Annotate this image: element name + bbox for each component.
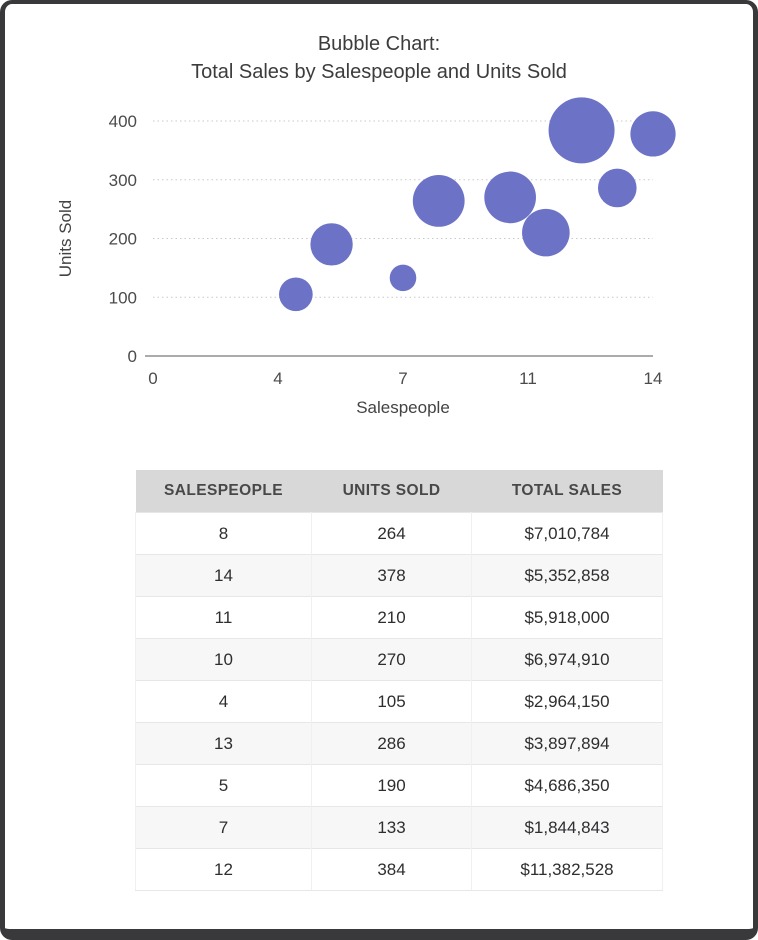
table-row: 10 270 $6,974,910 bbox=[135, 638, 663, 681]
table-cell: $5,918,000 bbox=[471, 596, 663, 639]
table-cell: 190 bbox=[311, 764, 472, 807]
table-cell: 105 bbox=[311, 680, 472, 723]
table-header-row: SALESPEOPLE UNITS SOLD TOTAL SALES bbox=[135, 470, 663, 513]
header-total-sales: TOTAL SALES bbox=[471, 470, 663, 513]
table-cell: 14 bbox=[135, 554, 312, 597]
table-row: 14 378 $5,352,858 bbox=[135, 554, 663, 597]
sales-data-table: SALESPEOPLE UNITS SOLD TOTAL SALES 8 264 $… bbox=[135, 470, 663, 891]
bubble-point bbox=[412, 175, 465, 227]
table-cell: $5,352,858 bbox=[471, 554, 663, 597]
table-cell: $11,382,528 bbox=[471, 848, 663, 891]
table-row: 11 210 $5,918,000 bbox=[135, 596, 663, 639]
table-cell: $3,897,894 bbox=[471, 722, 663, 765]
table-cell: 7 bbox=[135, 806, 312, 849]
y-tick-label: 200 bbox=[109, 230, 137, 249]
header-salespeople: SALESPEOPLE bbox=[135, 470, 312, 513]
y-tick-label: 300 bbox=[109, 171, 137, 190]
table-cell: 12 bbox=[135, 848, 312, 891]
chart-title-line2: Total Sales by Salespeople and Units Sol… bbox=[191, 61, 567, 83]
chart-title: Bubble Chart: Total Sales by Salespeople… bbox=[5, 30, 753, 86]
bubble-point bbox=[310, 223, 353, 266]
bubble-point bbox=[279, 277, 313, 312]
table-row: 4 105 $2,964,150 bbox=[135, 680, 663, 723]
table-row: 12 384 $11,382,528 bbox=[135, 848, 663, 891]
table-row: 5 190 $4,686,350 bbox=[135, 764, 663, 807]
table-cell: 13 bbox=[135, 722, 312, 765]
table-cell: 210 bbox=[311, 596, 472, 639]
table-cell: 264 bbox=[311, 512, 472, 555]
y-axis-title: Units Sold bbox=[56, 200, 75, 277]
table-cell: 133 bbox=[311, 806, 472, 849]
table-cell: $2,964,150 bbox=[471, 680, 663, 723]
bubble-point bbox=[522, 208, 570, 257]
table-cell: 4 bbox=[135, 680, 312, 723]
x-axis-title: Salespeople bbox=[356, 398, 450, 417]
x-tick-label: 0 bbox=[148, 369, 157, 388]
table-cell: 8 bbox=[135, 512, 312, 555]
table-cell: 10 bbox=[135, 638, 312, 681]
table-row: 7 133 $1,844,843 bbox=[135, 806, 663, 849]
x-tick-label: 11 bbox=[519, 369, 537, 388]
header-units-sold: UNITS SOLD bbox=[311, 470, 472, 513]
x-tick-label: 4 bbox=[273, 369, 282, 388]
bubble-chart-plot: 0 100 200 300 400 0 4 7 11 14 Units Sold Salespeopl… bbox=[56, 97, 676, 417]
y-tick-label: 100 bbox=[109, 288, 137, 307]
table-cell: 5 bbox=[135, 764, 312, 807]
x-tick-label: 7 bbox=[398, 369, 407, 388]
y-tick-label: 0 bbox=[128, 347, 137, 366]
table-cell: 384 bbox=[311, 848, 472, 891]
bubble-point bbox=[548, 97, 615, 164]
chart-title-line1: Bubble Chart: bbox=[317, 33, 441, 55]
table-cell: 270 bbox=[311, 638, 472, 681]
table-cell: 11 bbox=[135, 596, 312, 639]
table-cell: $6,974,910 bbox=[471, 638, 663, 681]
table-cell: $7,010,784 bbox=[471, 512, 663, 555]
table-row: 13 286 $3,897,894 bbox=[135, 722, 663, 765]
bubble-point bbox=[484, 171, 536, 224]
y-tick-label: 400 bbox=[109, 112, 137, 131]
bubble-point bbox=[630, 111, 676, 157]
bubble-point bbox=[597, 168, 637, 208]
table-cell: $1,844,843 bbox=[471, 806, 663, 849]
table-row: 8 264 $7,010,784 bbox=[135, 512, 663, 555]
bubble-point bbox=[389, 264, 417, 292]
table-cell: $4,686,350 bbox=[471, 764, 663, 807]
table-cell: 286 bbox=[311, 722, 472, 765]
x-tick-label: 14 bbox=[644, 369, 663, 388]
table-body: 8 264 $7,010,784 14 378 $5,352,858 11 210 $5,918… bbox=[135, 512, 663, 891]
table-cell: 378 bbox=[311, 554, 472, 597]
